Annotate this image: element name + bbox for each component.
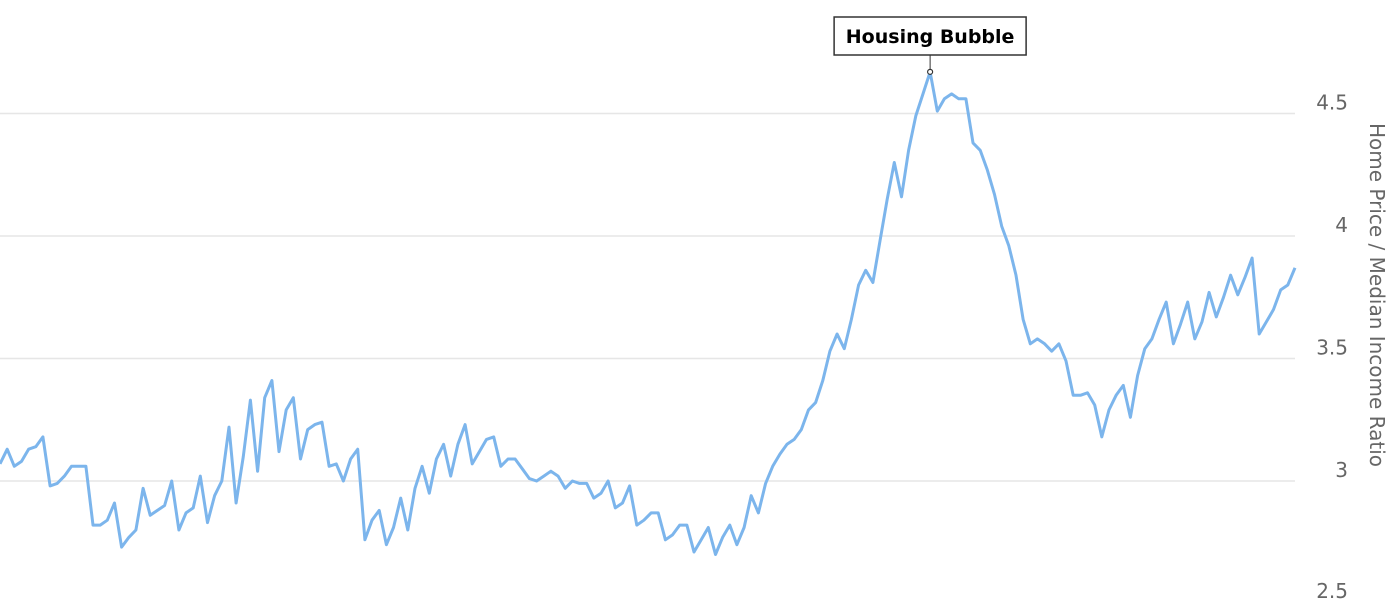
y-tick-label: 4.5: [1316, 91, 1348, 115]
y-tick-label: 4: [1335, 213, 1348, 237]
annotation-marker: [927, 68, 934, 75]
gridlines: [0, 112, 1295, 482]
annotation-label: Housing Bubble: [846, 26, 1015, 48]
annotation-box: [833, 16, 1027, 56]
series-line: [0, 70, 1297, 556]
y-tick-label: 3.5: [1316, 336, 1348, 360]
y-axis-title: Home Price / Median Income Ratio: [1365, 123, 1389, 467]
y-axis-ticks: 2.5 3 3.5 4 4.5: [1316, 91, 1348, 600]
y-tick-label: 3: [1335, 458, 1348, 482]
y-tick-label: 2.5: [1316, 579, 1348, 600]
annotation-housing-bubble: Housing Bubble: [833, 16, 1027, 75]
